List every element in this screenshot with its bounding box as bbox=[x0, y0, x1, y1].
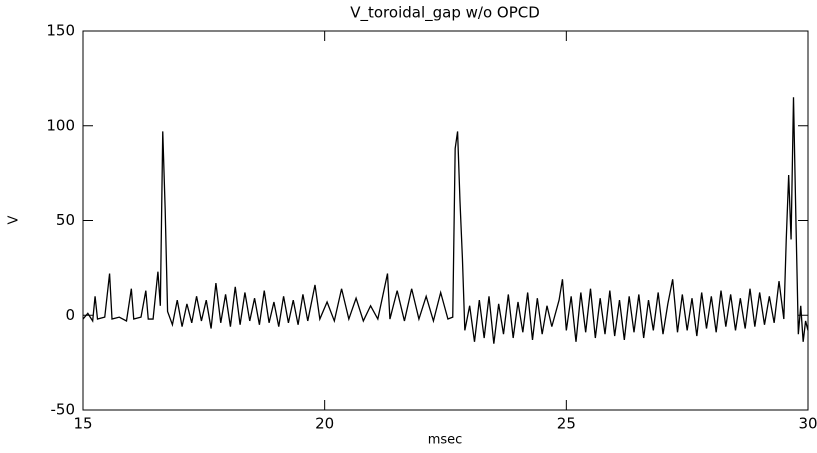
x-tick-label: 20 bbox=[315, 415, 334, 433]
y-tick-label: 0 bbox=[65, 306, 75, 324]
y-tick-label: 50 bbox=[56, 211, 75, 229]
chart-title: V_toroidal_gap w/o OPCD bbox=[350, 4, 540, 23]
y-tick-label: -50 bbox=[51, 401, 76, 419]
x-tick-label: 15 bbox=[73, 415, 92, 433]
y-tick-label: 150 bbox=[46, 22, 75, 40]
x-axis-label: msec bbox=[428, 433, 463, 448]
data-line bbox=[82, 97, 809, 344]
y-axis-label: V bbox=[7, 215, 22, 224]
plot-frame bbox=[82, 30, 809, 411]
x-tick-label: 25 bbox=[557, 415, 576, 433]
x-tick-label: 30 bbox=[798, 415, 817, 433]
y-tick-label: 100 bbox=[46, 116, 75, 134]
